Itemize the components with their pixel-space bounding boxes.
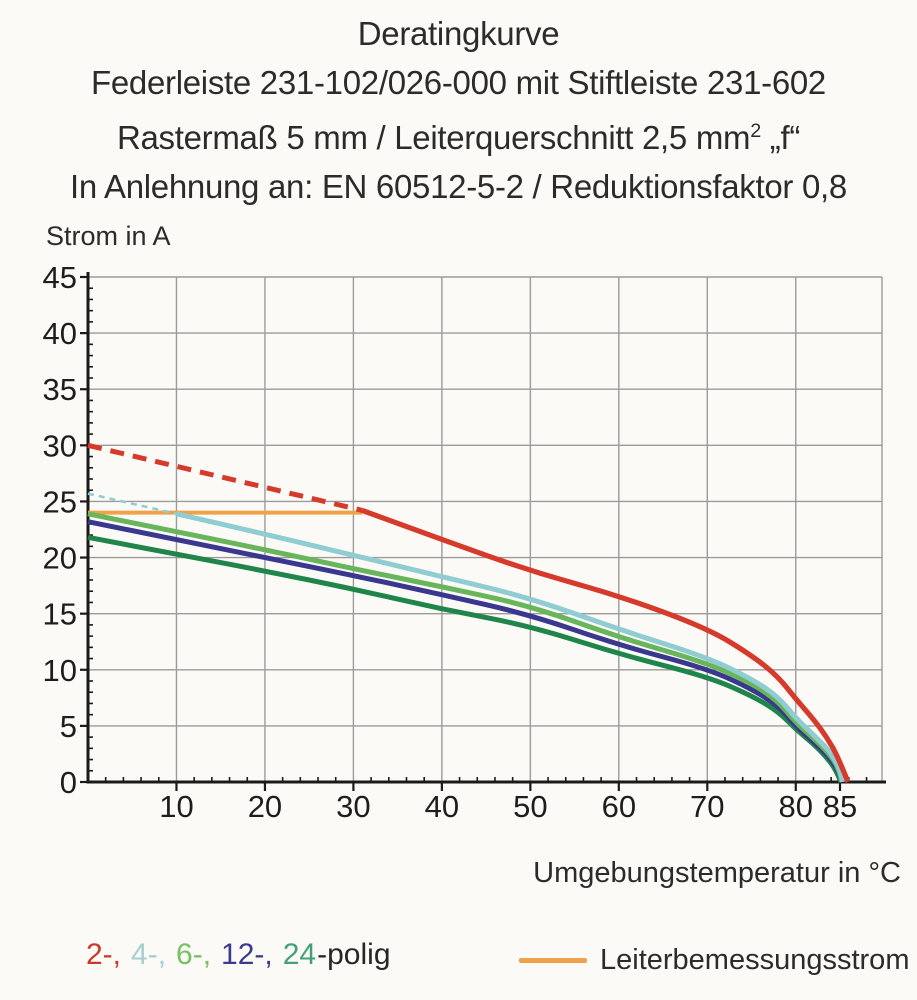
y-tick-label-25: 25 [43,484,77,519]
title-line-3: Rastermaß 5 mm / Leiterquerschnitt 2,5 m… [0,107,917,162]
title-line-3-tail: „f“ [760,119,801,156]
curve-2-polig-ber-leiterbemessungsstrom- [87,442,363,513]
y-tick-label-30: 30 [43,428,77,463]
x-tick-label-80: 80 [779,789,813,824]
y-tick-label-40: 40 [43,316,77,351]
title-line-3-text: Rastermaß 5 mm / Leiterquerschnitt 2,5 m… [116,119,751,156]
y-axis-title: Strom in A [46,221,171,251]
rated-current-label: Leiterbemessungsstrom [600,944,910,976]
legend-rated-current: Leiterbemessungsstrom [519,944,909,977]
x-tick-label-40: 40 [425,789,459,824]
y-tick-label-5: 5 [60,709,77,744]
curves-layer [87,442,851,783]
curve-4-polig [175,511,846,783]
legend-item-4-polig: 4-, [131,938,167,971]
x-tick-label-85: 85 [823,789,857,824]
title-line-1: Deratingkurve [357,15,560,52]
legend-item-24-polig: 24 [282,938,317,971]
axis-layer [80,272,886,791]
x-tick-label-20: 20 [248,789,282,824]
y-tick-label-10: 10 [43,653,77,688]
legend-item-2-polig: 2-, [86,938,122,971]
y-tick-label-45: 45 [43,260,77,295]
y-tick-label-35: 35 [43,372,77,407]
curve-24-polig [87,534,844,783]
title-line-4: In Anlehnung an: EN 60512-5-2 / Reduktio… [70,168,847,205]
x-tick-label-70: 70 [690,789,724,824]
title-line-3-superscript: 2 [750,120,761,142]
curve-6-polig [87,511,845,783]
title-line-2: Federleiste 231-102/026-000 mit Stiftlei… [91,64,826,101]
x-tick-label-60: 60 [602,789,636,824]
x-tick-label-30: 30 [336,789,370,824]
x-tick-label-10: 10 [159,789,193,824]
y-tick-label-20: 20 [43,541,77,576]
grid-layer [88,276,883,782]
x-axis-title: Umgebungstemperatur in °C [533,857,901,889]
x-tick-label-50: 50 [513,789,547,824]
rated-current-line-swatch [519,958,587,963]
y-tick-label-15: 15 [43,597,77,632]
tick-label-layer: 10 20 30 40 50 60 70 80 85 0 5 10 15 20 25 30 35 40 45 [43,260,858,824]
y-tick-label-0: 0 [60,765,77,800]
legend-item-6-polig: 6-, [176,938,212,971]
curve-2-polig [361,507,851,783]
title-block: Deratingkurve Federleiste 231-102/026-00… [0,9,917,211]
legend-item-12-polig: 12-, [221,938,273,971]
legend-pole-suffix: -polig [317,938,391,971]
curve-4-polig-ber-leiterbemessungsstrom- [87,492,177,516]
legend-pole-counts: 2-, 4-, 6-, 12-, 24-polig [86,938,391,972]
